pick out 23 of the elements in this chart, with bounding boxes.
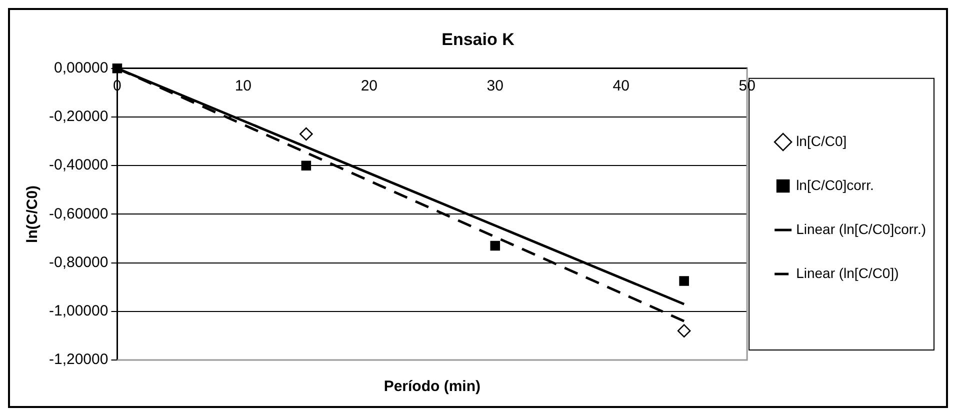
y-tick-label: -0,20000	[49, 108, 108, 126]
y-tick-label: -0,80000	[49, 254, 108, 271]
point	[300, 127, 313, 141]
y-tick-label: -1,20000	[49, 351, 108, 368]
point	[301, 160, 312, 170]
y-tick-label: -0,40000	[49, 156, 108, 174]
legend-label: ln[C/C0]	[796, 132, 847, 149]
y-axis-title: ln(C/C0)	[24, 185, 42, 243]
point	[679, 276, 689, 286]
y-tick-label: -0,60000	[49, 205, 108, 222]
x-tick-label: 40	[612, 78, 630, 95]
legend-label: Linear (ln[C/C0]corr.)	[796, 220, 926, 237]
legend-label: ln[C/C0]corr.	[796, 176, 874, 193]
y-tick-label: 0,00000	[54, 60, 108, 77]
legend-label: Linear (ln[C/C0])	[796, 264, 899, 281]
x-tick-label: 20	[360, 78, 378, 95]
point	[490, 240, 500, 251]
x-axis-title: Período (min)	[384, 378, 480, 396]
point	[677, 324, 691, 338]
y-tick-label: -1,00000	[49, 302, 108, 320]
x-tick-label: 10	[234, 78, 252, 95]
x-tick-label: 30	[486, 78, 504, 95]
chart-title: Ensaio K	[442, 30, 516, 49]
